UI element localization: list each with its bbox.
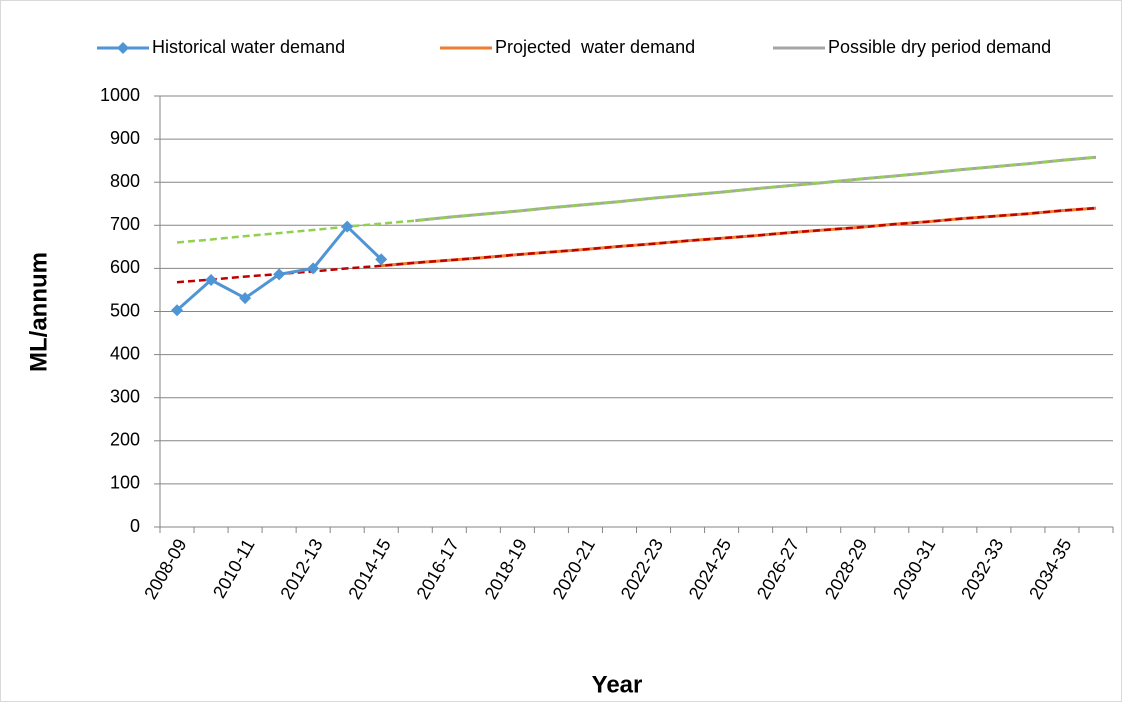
marker [307,262,320,275]
x-axis-title: Year [592,671,643,698]
marker [171,304,184,317]
y-axis-title: ML/annum [25,252,52,372]
y-tick-label: 800 [110,171,140,191]
legend-label: Possible dry period demand [828,37,1051,57]
legend-label: Projected water demand [495,37,695,57]
y-tick-label: 400 [110,343,140,363]
marker [205,274,218,287]
y-tick-label: 1000 [100,85,140,105]
marker [273,268,286,281]
y-tick-label: 700 [110,214,140,234]
y-tick-label: 900 [110,128,140,148]
y-tick-label: 100 [110,473,140,493]
y-tick-label: 200 [110,430,140,450]
marker [239,292,252,305]
marker [375,253,388,266]
y-tick-label: 300 [110,386,140,406]
y-tick-label: 500 [110,300,140,320]
legend-label: Historical water demand [152,37,345,57]
marker [341,220,354,233]
y-tick-label: 600 [110,257,140,277]
y-tick-label: 0 [130,516,140,536]
legend-marker [117,42,129,54]
